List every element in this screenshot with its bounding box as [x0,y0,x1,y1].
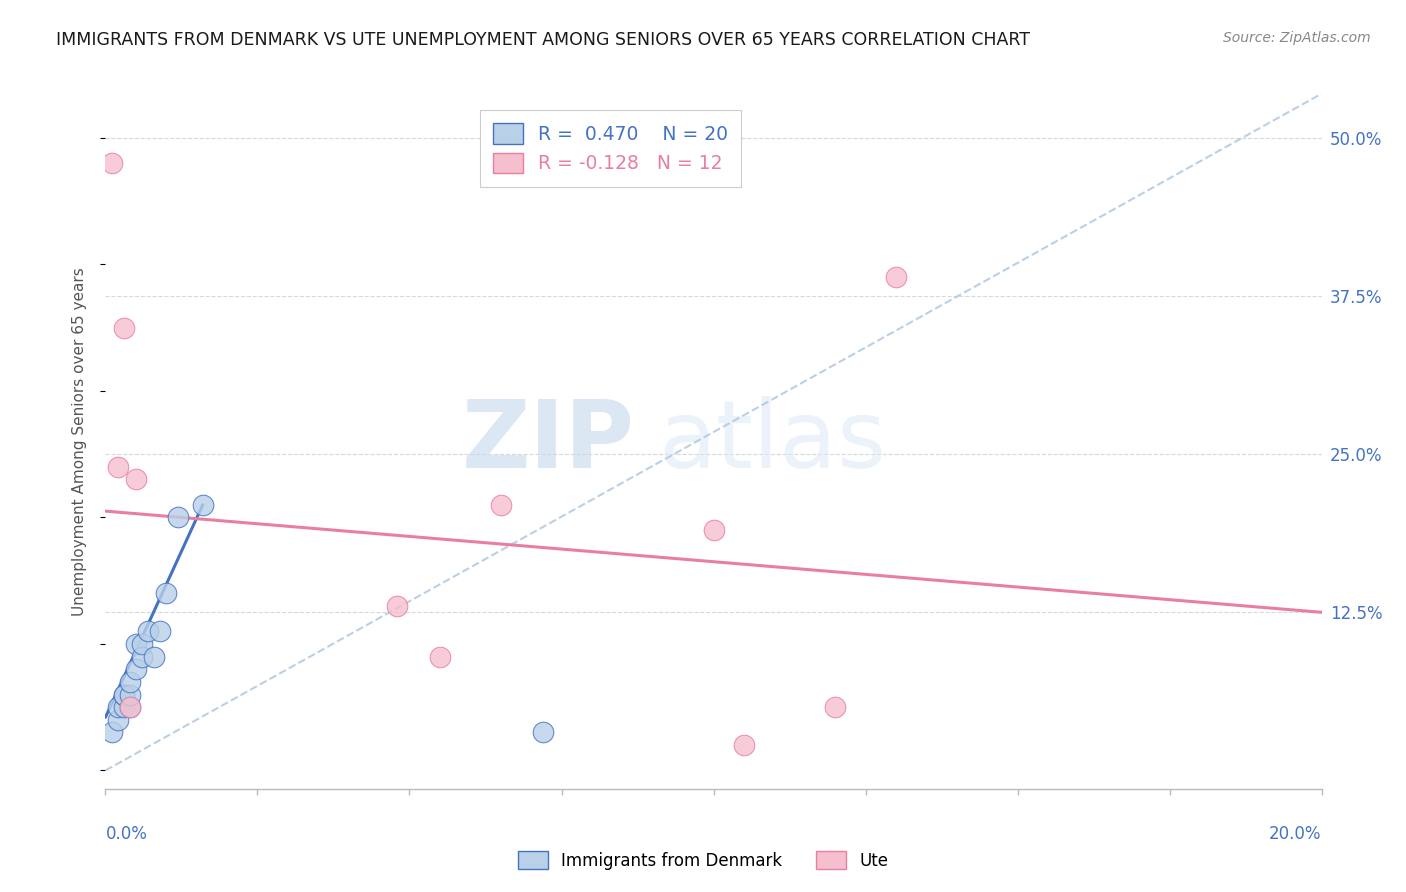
Point [118,700,141,714]
Text: 20.0%: 20.0% [1270,825,1322,843]
Point [155,586,177,600]
Point [125,662,148,676]
Point [125,473,148,487]
Point [531,725,554,739]
Point [429,649,451,664]
Text: IMMIGRANTS FROM DENMARK VS UTE UNEMPLOYMENT AMONG SENIORS OVER 65 YEARS CORRELAT: IMMIGRANTS FROM DENMARK VS UTE UNEMPLOYM… [56,31,1031,49]
Point [118,688,141,702]
Point [107,459,129,474]
Text: Source: ZipAtlas.com: Source: ZipAtlas.com [1223,31,1371,45]
Point [107,713,129,727]
Point [112,700,135,714]
Text: ZIP: ZIP [461,395,634,488]
Point [733,738,755,752]
Point [118,674,141,689]
Point [131,637,153,651]
Text: 0.0%: 0.0% [105,825,148,843]
Text: atlas: atlas [659,395,887,488]
Point [112,320,135,334]
Point [167,510,190,524]
Point [100,725,122,739]
Point [149,624,172,639]
Point [489,498,512,512]
Legend: R =  0.470    N = 20, R = -0.128   N = 12: R = 0.470 N = 20, R = -0.128 N = 12 [479,110,741,186]
Point [136,624,159,639]
Point [143,649,166,664]
Point [100,156,122,170]
Point [387,599,409,613]
Point [112,688,135,702]
Point [702,523,725,537]
Point [131,649,153,664]
Point [112,688,135,702]
Point [107,700,129,714]
Point [884,270,907,285]
Legend: Immigrants from Denmark, Ute: Immigrants from Denmark, Ute [512,845,894,877]
Point [191,498,214,512]
Y-axis label: Unemployment Among Seniors over 65 years: Unemployment Among Seniors over 65 years [72,268,87,615]
Point [125,637,148,651]
Point [824,700,846,714]
Point [118,700,141,714]
